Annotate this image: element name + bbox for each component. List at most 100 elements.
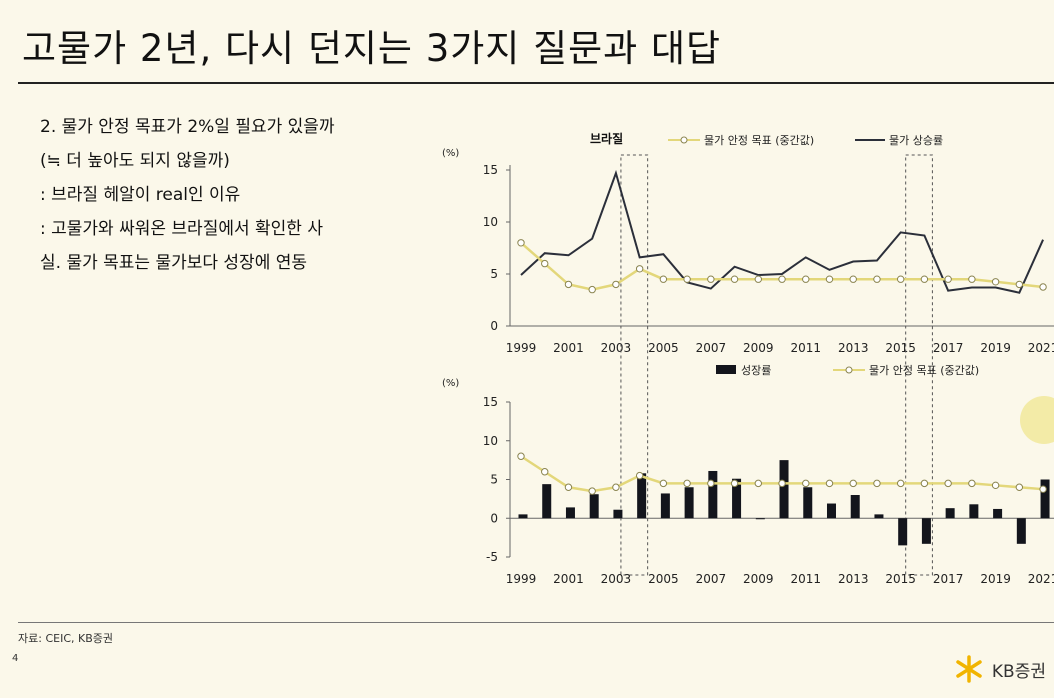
chart1-x-tick-label: 1999 (506, 341, 537, 355)
chart1-x-tick-label: 2007 (696, 341, 727, 355)
target2-point (849, 479, 857, 488)
growth-bar (993, 508, 1003, 519)
source-note: 자료: CEIC, KB증권 (18, 632, 113, 645)
chart2-x-tick-label: 2019 (980, 572, 1011, 586)
target-point (635, 265, 644, 273)
target-point (944, 275, 952, 283)
target-point (517, 239, 525, 247)
target2-point (754, 479, 762, 488)
growth-bar (518, 514, 528, 519)
kb-star-icon (956, 655, 982, 683)
chart1-x-tick-label: 2017 (933, 341, 964, 355)
growth-bar (589, 494, 599, 519)
growth-bar (1040, 479, 1050, 519)
target2-point (612, 483, 620, 491)
chart2-x-tick-label: 2001 (553, 572, 584, 586)
brazil-charts: 브라질 (%) 물가 안정 목표 (중간값) 물가 상승률 0 5 10 15 1999 2001… (442, 131, 1054, 586)
chart1-title: 브라질 (590, 131, 623, 146)
growth-bar (803, 487, 813, 519)
chart1-x-tick-label: 2021 (1028, 341, 1054, 355)
legend-inflation-label: 물가 상승률 (889, 134, 943, 147)
target-point (541, 259, 549, 268)
chart2-x-tick-label: 2015 (885, 572, 916, 586)
target2-point (802, 479, 810, 488)
growth-bar (637, 473, 647, 519)
target2-point (683, 479, 691, 488)
growth-bar (826, 503, 836, 519)
kb-logo: KB증권 (952, 654, 1046, 684)
pointer-highlight (1020, 396, 1054, 444)
chart2-x-tick-label: 2003 (601, 572, 632, 586)
target-point (588, 285, 596, 294)
target-point (659, 275, 668, 283)
bullet-line: : 브라질 헤알이 real인 이유 (40, 185, 241, 205)
title-divider (18, 82, 1054, 84)
chart1-x-tick-label: 2003 (601, 341, 632, 355)
target2-point (730, 479, 739, 488)
chart1-x-tick-label: 2001 (553, 341, 584, 355)
target2-point (991, 481, 1000, 490)
chart1-x-tick-label: 2009 (743, 341, 774, 355)
chart2-unit: (%) (442, 378, 459, 389)
bullet-line: : 고물가와 싸워온 브라질에서 확인한 사 (40, 219, 323, 239)
chart1-x-tick-label: 2005 (648, 341, 679, 355)
growth-bar (542, 484, 552, 519)
chart1-x-tick-label: 2011 (790, 341, 821, 355)
logo-text: KB증권 (991, 661, 1046, 682)
legend-growth-swatch (716, 365, 736, 374)
chart2-y-tick-label: -5 (486, 550, 498, 564)
growth-bar (660, 493, 670, 519)
growth-bar (708, 470, 718, 519)
chart1-x-tick-label: 2019 (980, 341, 1011, 355)
bullet-line: 2. 물가 안정 목표가 2%일 필요가 있을까 (40, 117, 335, 137)
chart1-y-tick-label: 0 (490, 319, 498, 333)
target2-point (920, 479, 929, 488)
growth-bar (945, 508, 955, 519)
footer-divider (18, 622, 1054, 623)
target2-point (541, 468, 549, 476)
page-number: 4 (12, 653, 19, 664)
target-point (825, 275, 834, 283)
target-point (873, 275, 881, 283)
target2-point (635, 471, 644, 480)
chart1-y-tick-label: 10 (483, 215, 498, 229)
bullet-list: 2. 물가 안정 목표가 2%일 필요가 있을까 (≒ 더 높아도 되지 않을까… (40, 110, 460, 280)
growth-bar (874, 514, 884, 519)
chart2-y-tick-label: 0 (490, 511, 498, 525)
target2-point (588, 487, 596, 495)
chart1-x-tick-label: 2013 (838, 341, 869, 355)
target-point (612, 280, 620, 289)
target2-point (873, 479, 881, 488)
chart2-x-tick-label: 2011 (790, 572, 821, 586)
growth-bar (755, 518, 765, 520)
chart1-unit: (%) (442, 148, 459, 159)
chart1-y-tick-label: 15 (483, 163, 498, 177)
target-point (683, 275, 691, 283)
highlight-box-1 (620, 154, 649, 576)
chart2-x-tick-label: 2005 (648, 572, 679, 586)
target2-point (825, 479, 834, 488)
chart1-y-tick-label: 5 (490, 267, 498, 281)
target-point (968, 275, 976, 283)
target-point (920, 275, 929, 283)
target-point (802, 275, 810, 283)
growth-bar (969, 504, 979, 519)
target-point (564, 280, 573, 289)
target2-point (564, 483, 573, 491)
legend-target2-label: 물가 안정 목표 (중간값) (869, 364, 979, 377)
chart2-x-tick-label: 2009 (743, 572, 774, 586)
target2-point (778, 479, 786, 488)
growth-bar (921, 518, 931, 544)
inflation-series-line (520, 169, 1044, 294)
target-point (991, 278, 1000, 286)
chart2-y-tick-label: 5 (490, 473, 498, 487)
target-point (1015, 280, 1024, 289)
chart2-x-tick-label: 2017 (933, 572, 964, 586)
target-point (754, 275, 762, 283)
target-point (707, 275, 715, 283)
target2-point (1039, 485, 1047, 493)
legend-growth-label: 성장률 (741, 364, 771, 377)
growth-bar (1016, 518, 1026, 544)
target2-point (659, 479, 668, 488)
chart1-x-tick-label: 2015 (885, 341, 916, 355)
